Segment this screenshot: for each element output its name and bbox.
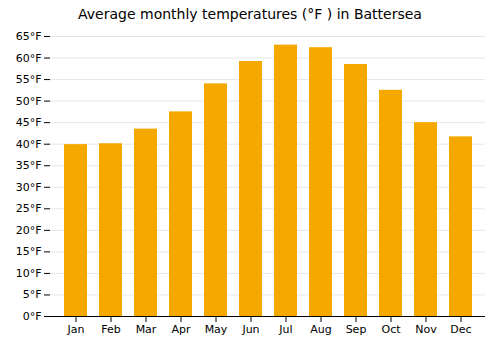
svg-text:0°F: 0°F xyxy=(23,310,42,323)
svg-text:Sep: Sep xyxy=(346,323,367,336)
svg-text:65°F: 65°F xyxy=(16,30,42,43)
svg-text:Feb: Feb xyxy=(101,323,120,336)
svg-text:25°F: 25°F xyxy=(16,202,42,215)
svg-text:60°F: 60°F xyxy=(16,52,42,65)
svg-text:Apr: Apr xyxy=(171,323,191,336)
svg-text:Oct: Oct xyxy=(381,323,401,336)
svg-text:50°F: 50°F xyxy=(16,95,42,108)
svg-text:40°F: 40°F xyxy=(16,138,42,151)
svg-text:20°F: 20°F xyxy=(16,224,42,237)
svg-text:35°F: 35°F xyxy=(16,159,42,172)
html-text:Average monthly temperatures (: Average monthly temperatures (°F ) in Ba… xyxy=(78,6,422,22)
svg-text:45°F: 45°F xyxy=(16,116,42,129)
svg-text:Jan: Jan xyxy=(67,323,85,336)
svg-text:Jul: Jul xyxy=(278,323,292,336)
svg-text:10°F: 10°F xyxy=(16,267,42,280)
svg-text:Nov: Nov xyxy=(415,323,437,336)
svg-text:15°F: 15°F xyxy=(16,245,42,258)
svg-text:May: May xyxy=(205,323,228,336)
svg-text:Dec: Dec xyxy=(450,323,471,336)
svg-text:55°F: 55°F xyxy=(16,73,42,86)
svg-text:Mar: Mar xyxy=(136,323,157,336)
svg-text:30°F: 30°F xyxy=(16,181,42,194)
svg-text:5°F: 5°F xyxy=(23,288,42,301)
svg-text:Jun: Jun xyxy=(241,323,259,336)
svg-text:Aug: Aug xyxy=(310,323,331,336)
